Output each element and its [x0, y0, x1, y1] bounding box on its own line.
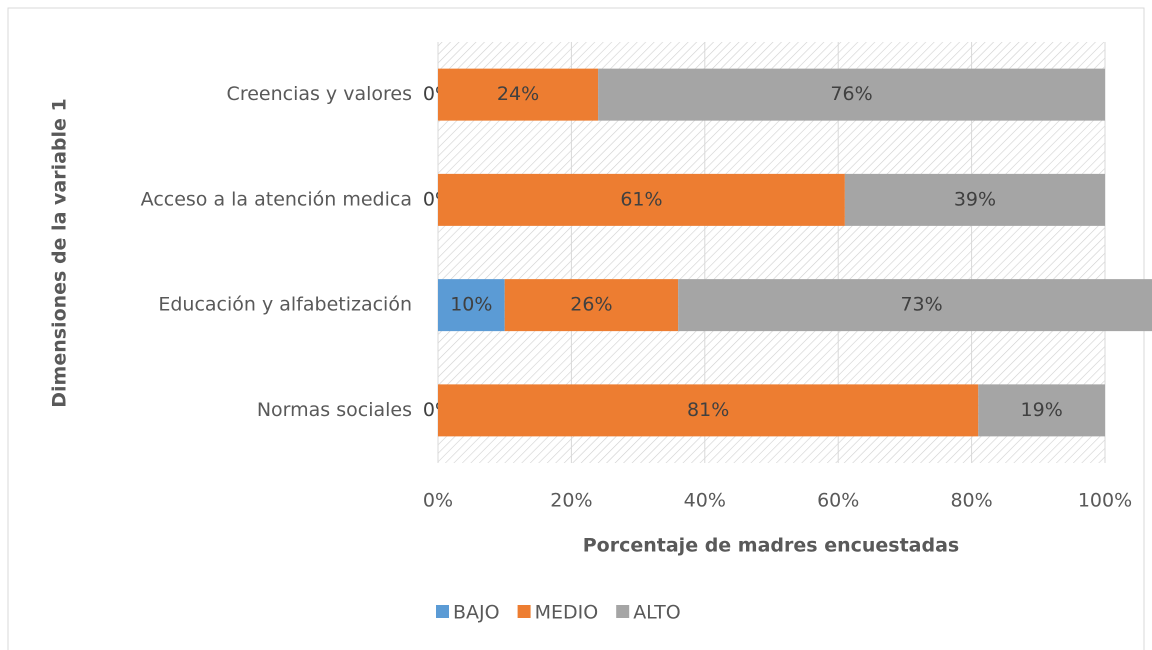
- data-label: 10%: [450, 294, 492, 316]
- legend-swatch: [616, 605, 630, 618]
- bar-segment: [844, 173, 1105, 226]
- data-label: 19%: [1021, 399, 1063, 421]
- bar-segment: [438, 384, 979, 437]
- bar-segment: [504, 279, 679, 332]
- chart-border: [7, 7, 1145, 650]
- x-tick-label: 100%: [1078, 490, 1132, 512]
- bar-segment: [598, 68, 1105, 121]
- bar-segment: [978, 384, 1105, 437]
- x-tick-label: 80%: [950, 490, 992, 512]
- x-tick-label: 0%: [423, 490, 453, 512]
- x-axis-title: Porcentaje de madres encuestadas: [583, 535, 959, 557]
- x-tick-label: 20%: [550, 490, 592, 512]
- y-tick-label: Educación y alfabetización: [158, 294, 412, 316]
- data-label: 76%: [830, 83, 872, 105]
- x-tick-label: 60%: [817, 490, 859, 512]
- bar-segment: [438, 173, 845, 226]
- y-axis-title: Dimensiones de la variable 1: [49, 98, 71, 408]
- data-label: 73%: [900, 294, 942, 316]
- legend-swatch: [517, 605, 531, 618]
- x-tick-label: 40%: [684, 490, 726, 512]
- data-label: 61%: [620, 188, 662, 210]
- data-label: 81%: [687, 399, 729, 421]
- y-tick-label: Creencias y valores: [227, 83, 412, 105]
- bar-segment: [438, 279, 505, 332]
- bar-segment: [438, 68, 599, 121]
- legend-swatch: [436, 605, 449, 618]
- y-tick-label: Normas sociales: [257, 399, 412, 421]
- data-label: 24%: [497, 83, 539, 105]
- legend-label: MEDIO: [535, 602, 599, 624]
- legend-label: BAJO: [453, 602, 500, 624]
- bar-segment: [678, 279, 1152, 332]
- legend-label: ALTO: [633, 602, 681, 624]
- data-label: 26%: [570, 294, 612, 316]
- y-tick-label: Acceso a la atención medica: [141, 188, 412, 210]
- data-label: 39%: [954, 188, 996, 210]
